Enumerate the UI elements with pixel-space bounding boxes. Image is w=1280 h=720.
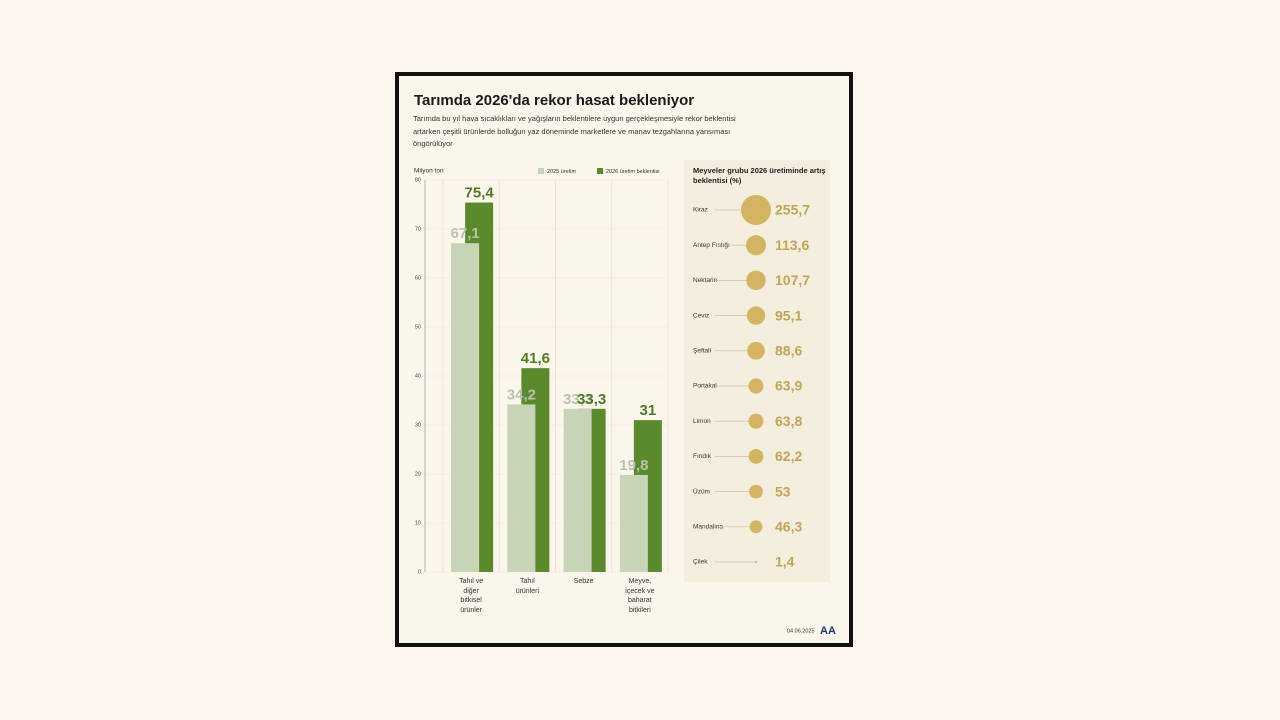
bar [563,408,592,572]
category-label: Nektarin [693,277,718,284]
value-label: 31 [640,402,657,419]
category-label: Limon [693,418,711,425]
y-tick-label: 80 [415,177,421,183]
y-axis-label: Milyon ton [414,168,444,175]
legend-label: 2026 üretim beklentisi [606,169,660,175]
subtitle-box: Tarımda bu yıl hava sıcaklıkları ve yağı… [413,114,736,148]
category-label: Mandalina [693,524,723,531]
bubble-title: Meyveler grubu 2026 üretiminde artış bek… [693,166,826,185]
y-tick-label: 40 [415,373,421,379]
bubble [754,560,758,564]
value-label: 41,6 [521,350,550,367]
value-label: 46,3 [775,519,802,535]
x-tick-label-box: Tahıl ve diğer bitkisel ürünler [459,578,484,614]
value-label: 67,1 [451,225,480,242]
legend-swatch [597,168,603,174]
value-label: 33,3 [577,391,606,408]
bubble-title-box: Meyveler grubu 2026 üretiminde artış bek… [693,166,826,185]
y-tick-label: 70 [415,226,421,232]
y-tick-label: 60 [415,275,421,281]
category-label: Portakal [693,383,717,390]
bubble [746,306,766,325]
y-tick-label: 20 [415,471,421,477]
x-tick-label: Tahıl ürünleri [515,578,540,595]
bubble [748,413,764,429]
value-label: 255,7 [775,202,810,218]
legend-label: 2025 üretim [547,169,576,175]
y-tick-label: 10 [415,520,421,526]
value-label: 75,4 [465,185,495,202]
x-tick-label-box: Meyve, içecek ve baharat bitkileri [625,578,655,614]
x-tick-label: Tahıl ve diğer bitkisel ürünler [459,578,484,614]
y-tick-label: 30 [415,422,421,428]
category-label: Fındık [693,453,712,460]
bubble [747,341,765,360]
logo: AA [820,625,836,637]
y-tick-label: 0 [418,569,421,575]
bubble-panel [684,160,830,582]
category-label: Şeftali [693,348,711,355]
value-label: 33,3 [563,391,592,408]
bubble [745,235,767,256]
value-label: 63,9 [775,378,802,394]
value-label: 107,7 [775,272,810,288]
x-tick-label: Sebze [573,578,594,585]
bubble [740,194,772,226]
value-label: 1,4 [775,554,795,570]
category-label: Kiraz [693,207,708,214]
category-label: Üzüm [693,487,710,495]
value-label: 63,8 [775,413,802,429]
bubble [746,270,766,291]
bar [451,243,480,572]
y-tick-label: 50 [415,324,421,330]
value-label: 88,6 [775,343,802,359]
x-tick-label-box: Sebze [573,578,594,585]
value-label: 19,8 [619,457,648,474]
category-label: Çilek [693,559,708,566]
x-tick-label: Meyve, içecek ve baharat bitkileri [625,578,655,614]
x-tick-label-box: Tahıl ürünleri [515,578,540,595]
category-label: Antep Fıstığı [693,242,730,249]
date: 04.06.2025 [787,628,815,634]
value-label: 53 [775,483,791,499]
bubble [749,484,763,499]
value-label: 34,2 [507,386,536,403]
value-label: 113,6 [775,237,809,253]
bubble [749,520,763,534]
bubble [748,448,764,464]
bar [507,404,536,572]
legend-swatch [538,168,544,174]
title: Tarımda 2026'da rekor hasat bekleniyor [414,92,694,109]
value-label: 95,1 [775,307,802,323]
bubble [748,378,764,394]
bar [619,474,648,572]
value-label: 62,2 [775,448,802,464]
category-label: Ceviz [693,312,709,319]
subtitle: Tarımda bu yıl hava sıcaklıkları ve yağı… [413,114,736,148]
